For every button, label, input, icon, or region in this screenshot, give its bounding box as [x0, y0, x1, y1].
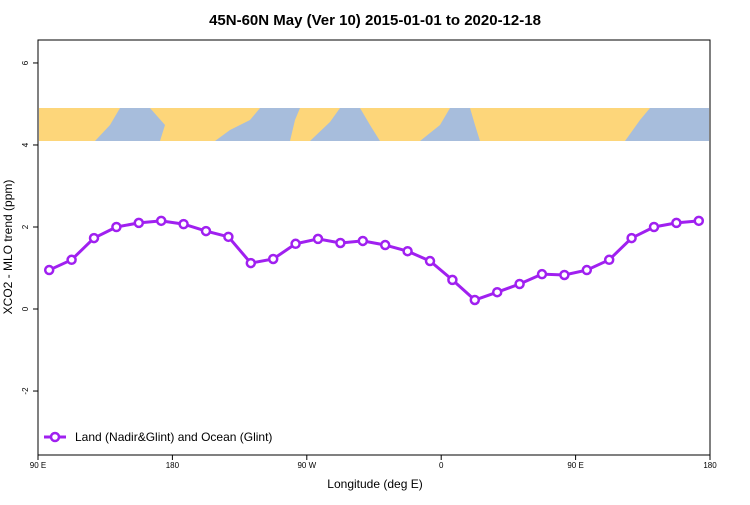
data-point	[155, 215, 167, 227]
data-point	[178, 218, 189, 230]
data-point	[200, 225, 212, 237]
data-point	[88, 232, 100, 244]
data-point	[581, 264, 593, 276]
x-tick-label: 180	[703, 461, 717, 470]
legend-label: Land (Nadir&Glint) and Ocean (Glint)	[75, 430, 272, 444]
data-point	[626, 232, 637, 244]
legend-marker	[49, 431, 61, 443]
data-point	[424, 255, 436, 267]
data-point	[223, 231, 234, 243]
x-tick-label: 90 W	[297, 461, 316, 470]
x-tick-label: 90 E	[30, 461, 46, 470]
data-point	[290, 238, 301, 250]
data-point	[693, 215, 705, 227]
x-tick-label: 180	[166, 461, 180, 470]
data-point	[402, 245, 413, 257]
x-tick-label: 0	[439, 461, 444, 470]
chart-title: 45N-60N May (Ver 10) 2015-01-01 to 2020-…	[209, 12, 541, 29]
y-tick-label: 6	[21, 60, 30, 65]
data-point	[357, 235, 369, 247]
series-line	[48, 219, 699, 302]
data-point	[447, 274, 458, 286]
data-point	[648, 221, 660, 233]
data-point	[536, 268, 548, 280]
map-strip	[39, 108, 709, 141]
data-point	[312, 233, 324, 245]
data-point	[133, 217, 145, 229]
y-tick-label: 0	[21, 306, 30, 311]
data-point	[111, 221, 122, 233]
plot-frame	[37, 39, 711, 456]
data-point	[379, 239, 391, 251]
data-point	[491, 286, 503, 298]
data-point	[43, 264, 55, 276]
data-point	[514, 278, 525, 290]
x-tick-label: 90 E	[567, 461, 583, 470]
data-point	[335, 237, 346, 249]
data-point	[603, 254, 615, 266]
x-axis-label: Longitude (deg E)	[327, 477, 422, 491]
data-point	[245, 257, 257, 269]
data-point	[66, 254, 77, 266]
data-point	[469, 294, 481, 306]
data-point	[671, 217, 682, 229]
y-axis-label: XCO2 - MLO trend (ppm)	[1, 180, 15, 315]
data-point	[559, 269, 570, 281]
y-tick-label: 2	[21, 224, 30, 229]
data-point	[267, 253, 279, 265]
y-tick-label: -2	[21, 387, 30, 395]
y-tick-label: 4	[21, 142, 30, 147]
